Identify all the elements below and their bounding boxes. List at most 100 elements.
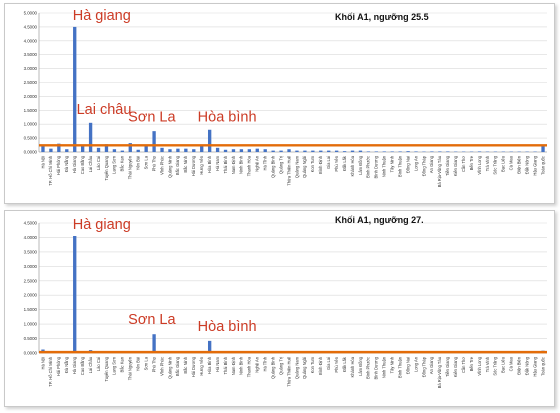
- x-tick-label: Lai Châu: [88, 156, 93, 172]
- bar-16: [168, 149, 172, 152]
- x-tick-label: Cần Thơ: [461, 357, 466, 373]
- x-tick-label: Hà Giang: [72, 356, 77, 374]
- bar-32: [295, 150, 299, 152]
- x-tick-label: Long An: [413, 356, 418, 372]
- y-tick-label: 3.0000: [24, 66, 38, 71]
- x-tick-label: Trà Vinh: [485, 356, 490, 372]
- x-tick-label: Cần Thơ: [461, 156, 466, 172]
- x-tick-label: Quảng Bình: [270, 356, 275, 379]
- bar-4: [73, 236, 77, 353]
- x-tick-label: Hải Phòng: [56, 356, 61, 376]
- x-tick-label: Quảng Ninh: [167, 356, 172, 379]
- x-tick-label: Bình Phước: [366, 357, 371, 379]
- x-tick-label: Thanh Hóa: [247, 356, 252, 377]
- y-tick-label: 1.0000: [24, 322, 38, 327]
- x-tick-label: Hà Nội: [40, 357, 45, 370]
- x-tick-label: Đắk Lắk: [342, 356, 347, 372]
- x-tick-label: Bắc Giang: [175, 155, 180, 175]
- bar-17: [176, 148, 180, 152]
- x-tick-label: Gia Lai: [326, 357, 331, 370]
- bar-27: [255, 148, 259, 152]
- x-tick-label: Phú Thọ: [151, 155, 156, 171]
- x-tick-label: Đà Nẵng: [64, 356, 69, 373]
- x-tick-label: Lai Châu: [88, 357, 93, 373]
- x-tick-label: Tiền Giang: [445, 356, 450, 377]
- x-tick-label: Hà Nội: [40, 156, 45, 169]
- x-tick-label: Tuyên Quang: [104, 155, 109, 180]
- x-tick-label: Đồng Tháp: [421, 356, 426, 377]
- x-tick-label: Cao Bằng: [80, 155, 85, 174]
- x-tick-label: Lạng Sơn: [112, 155, 117, 174]
- x-tick-label: Khánh Hòa: [350, 155, 355, 176]
- y-tick-label: 0.0000: [24, 150, 38, 155]
- x-tick-label: Long An: [413, 155, 418, 171]
- bar-29: [271, 150, 275, 152]
- x-tick-label: Điện Biên: [517, 155, 522, 173]
- x-tick-label: Quảng Bình: [270, 155, 275, 178]
- y-tick-label: 4.5000: [24, 221, 38, 226]
- y-tick-label: 4.5000: [24, 24, 38, 29]
- x-tick-label: Vĩnh Long: [477, 356, 482, 375]
- x-tick-label: Hải Phòng: [56, 155, 61, 175]
- x-tick-label: Bình Dương: [374, 356, 379, 379]
- y-tick-label: 2.0000: [24, 293, 38, 298]
- x-tick-label: Quảng Trị: [278, 357, 283, 375]
- annotation-label: Sơn La: [128, 312, 176, 328]
- x-tick-label: Thái Nguyên: [128, 356, 133, 380]
- x-tick-label: Đắk Nông: [524, 155, 529, 174]
- chart-title: Khối A1, ngưỡng 25.5: [335, 12, 429, 22]
- chart-panel-threshold-27: 0.0000 0.5000 1.0000 1.5000 2.0000 2.5000 3.00…: [4, 210, 555, 407]
- x-tick-label: Thái Bình: [223, 155, 228, 173]
- bar-15: [160, 147, 164, 152]
- x-tick-label: Kon Tum: [310, 155, 315, 172]
- x-tick-label: Thanh Hóa: [247, 155, 252, 176]
- chart-panel-threshold-25-5: 0.0000 0.5000 1.0000 1.5000 2.0000 2.5000 3.00…: [4, 3, 555, 204]
- x-tick-label: Hải Dương: [191, 155, 196, 176]
- bar-4: [73, 26, 77, 152]
- y-tick-label: 2.0000: [24, 94, 38, 99]
- x-tick-label: Bà Rịa-Vũng Tàu: [437, 357, 442, 388]
- bar-31: [287, 149, 291, 152]
- x-tick-label: Sóc Trăng: [493, 155, 498, 174]
- bar-chart-threshold-25-5: 0.0000 0.5000 1.0000 1.5000 2.0000 2.5000 3.00…: [24, 8, 547, 187]
- bar-25: [239, 149, 244, 152]
- x-tick-label: Đồng Nai: [405, 357, 410, 374]
- bar-38: [342, 151, 347, 152]
- bar-19: [192, 149, 196, 152]
- y-tick-label: 0.0000: [24, 351, 38, 356]
- bar-2: [57, 143, 61, 152]
- y-tick-label: 3.0000: [24, 264, 38, 269]
- x-tick-label: Vĩnh Phúc: [159, 156, 164, 175]
- y-tick-label: 0.5000: [24, 136, 38, 141]
- y-tick-label: 2.5000: [24, 80, 38, 85]
- bar-43: [382, 151, 386, 152]
- bar-34: [311, 150, 315, 152]
- x-tick-label: Hậu Giang: [532, 356, 537, 376]
- x-tick-label: Bình Định: [318, 155, 323, 174]
- bar-10: [120, 150, 125, 152]
- x-tick-label: Cao Bằng: [80, 356, 85, 375]
- y-tick-label: 2.5000: [24, 278, 38, 283]
- x-tick-label: Điện Biên: [517, 356, 522, 374]
- x-tick-label: Sóc Trăng: [493, 356, 498, 375]
- x-tick-label: Quảng Ngãi: [302, 156, 307, 178]
- x-tick-label: Bình Phước: [366, 156, 371, 178]
- x-tick-label: Bến Tre: [469, 356, 474, 371]
- bar-26: [247, 149, 252, 152]
- x-tick-label: Thừa Thiên Huế: [286, 155, 291, 185]
- bar-6: [88, 122, 93, 152]
- x-tick-label: Ninh Thuận: [382, 155, 387, 177]
- bar-50: [438, 151, 442, 152]
- bar-44: [390, 151, 394, 152]
- x-tick-label: Hòa Bình: [207, 155, 212, 173]
- annotation-label: Lai châu: [77, 102, 132, 118]
- x-tick-label: Hà Nam: [215, 356, 220, 372]
- x-tick-label: Bắc Giang: [175, 356, 180, 376]
- x-tick-label: Kon Tum: [310, 356, 315, 373]
- x-tick-label: Hải Dương: [191, 356, 196, 377]
- x-tick-label: Gia Lai: [326, 156, 331, 169]
- bar-7: [96, 147, 101, 152]
- bar-47: [414, 151, 418, 152]
- bar-11: [128, 143, 132, 152]
- chart-title: Khối A1, ngưỡng 27.: [335, 215, 424, 225]
